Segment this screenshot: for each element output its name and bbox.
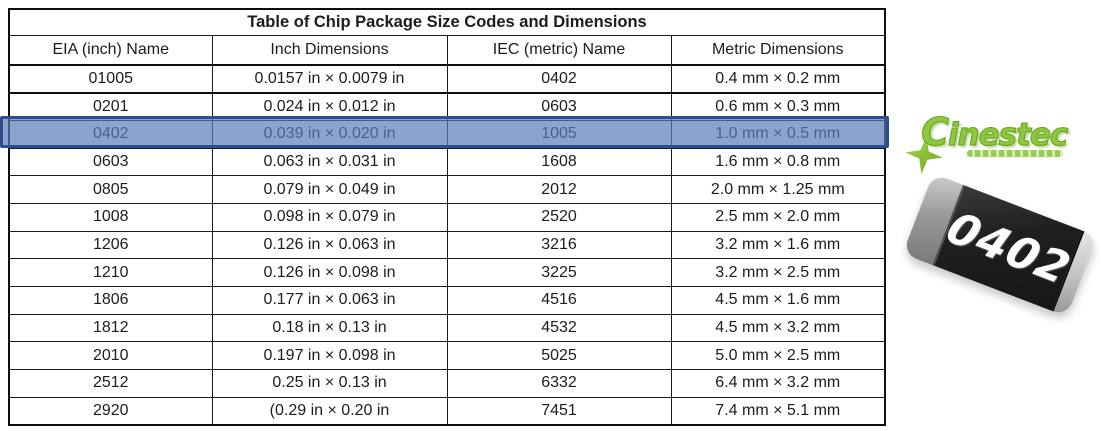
table-cell: 6332 bbox=[446, 369, 672, 398]
table-cell: (0.29 in × 0.20 in bbox=[211, 396, 448, 426]
table-title: Table of Chip Package Size Codes and Dim… bbox=[8, 8, 886, 36]
table-cell: 5.0 mm × 2.5 mm bbox=[670, 341, 886, 371]
table-cell: 0.25 in × 0.13 in bbox=[211, 369, 448, 398]
table-cell: 1608 bbox=[446, 147, 672, 177]
table-row: 0201 0.024 in × 0.012 in 0603 0.6 mm × 0.3 … bbox=[8, 92, 886, 121]
table-cell: 4532 bbox=[446, 313, 672, 343]
table-row: 0603 0.063 in × 0.031 in 1608 1.6 mm × 0.8 … bbox=[8, 147, 886, 177]
table-cell: 4.5 mm × 3.2 mm bbox=[670, 313, 886, 343]
column-header-eia-name: EIA (inch) Name bbox=[8, 35, 213, 66]
table-cell: 0.126 in × 0.063 in bbox=[211, 230, 448, 260]
table-cell: 0.098 in × 0.079 in bbox=[211, 202, 448, 232]
table-cell: 1806 bbox=[8, 286, 213, 315]
table-cell: 0.4 mm × 0.2 mm bbox=[670, 64, 886, 94]
column-header-iec-name: IEC (metric) Name bbox=[446, 35, 672, 66]
table-cell: 7451 bbox=[446, 396, 672, 426]
table-cell: 5025 bbox=[446, 341, 672, 371]
table-cell: 01005 bbox=[8, 64, 213, 94]
table-cell: 3225 bbox=[446, 258, 672, 287]
table-cell: 2.5 mm × 2.0 mm bbox=[670, 202, 886, 232]
table-cell: 0.6 mm × 0.3 mm bbox=[670, 92, 886, 121]
vendor-logo-tagline bbox=[967, 150, 1063, 157]
table-cell: 1.0 mm × 0.5 mm bbox=[670, 119, 886, 149]
table-row: 1812 0.18 in × 0.13 in 4532 4.5 mm × 3.2 mm bbox=[8, 313, 886, 343]
table-header-row: EIA (inch) Name Inch Dimensions IEC (met… bbox=[8, 35, 886, 66]
table-cell: 2010 bbox=[8, 341, 213, 371]
table-cell: 6.4 mm × 3.2 mm bbox=[670, 369, 886, 398]
table-cell: 2512 bbox=[8, 369, 213, 398]
table-cell: 0402 bbox=[446, 64, 672, 94]
table-cell: 0603 bbox=[446, 92, 672, 121]
table-cell: 2012 bbox=[446, 175, 672, 204]
table-cell: 0.079 in × 0.049 in bbox=[211, 175, 448, 204]
table-cell: 2920 bbox=[8, 396, 213, 426]
table-cell: 4516 bbox=[446, 286, 672, 315]
chip-component-photo: 0402 bbox=[902, 173, 1098, 317]
table-row: 0805 0.079 in × 0.049 in 2012 2.0 mm × 1.25… bbox=[8, 175, 886, 204]
table-cell: 1812 bbox=[8, 313, 213, 343]
table-row: 1210 0.126 in × 0.098 in 3225 3.2 mm × 2.5 … bbox=[8, 258, 886, 287]
table-cell: 0201 bbox=[8, 92, 213, 121]
table-cell: 1008 bbox=[8, 202, 213, 232]
table-cell: 0603 bbox=[8, 147, 213, 177]
table-cell: 7.4 mm × 5.1 mm bbox=[670, 396, 886, 426]
table-cell: 0402 bbox=[8, 119, 213, 149]
table-row: 1806 0.177 in × 0.063 in 4516 4.5 mm × 1.6 … bbox=[8, 286, 886, 315]
table-cell: 0.126 in × 0.098 in bbox=[211, 258, 448, 287]
table-cell: 3.2 mm × 2.5 mm bbox=[670, 258, 886, 287]
table-cell: 0.039 in × 0.020 in bbox=[211, 119, 448, 149]
table-cell: 1005 bbox=[446, 119, 672, 149]
table-cell: 3216 bbox=[446, 230, 672, 260]
table-cell: 4.5 mm × 1.6 mm bbox=[670, 286, 886, 315]
table-cell: 1210 bbox=[8, 258, 213, 287]
table-cell: 0.0157 in × 0.0079 in bbox=[211, 64, 448, 94]
table-row: 2010 0.197 in × 0.098 in 5025 5.0 mm × 2.5 … bbox=[8, 341, 886, 371]
column-header-inch-dimensions: Inch Dimensions bbox=[211, 35, 448, 66]
chip-size-label: 0402 bbox=[938, 202, 1079, 295]
table-row: 2512 0.25 in × 0.13 in 6332 6.4 mm × 3.2 mm bbox=[8, 369, 886, 398]
table-row: 0402 0.039 in × 0.020 in 1005 1.0 mm × 0.5 … bbox=[8, 119, 886, 149]
table-row: 2920 (0.29 in × 0.20 in 7451 7.4 mm × 5.1 m… bbox=[8, 396, 886, 426]
table-cell: 1206 bbox=[8, 230, 213, 260]
vendor-logo-text: Cinestec bbox=[920, 110, 1068, 155]
table-cell: 2520 bbox=[446, 202, 672, 232]
table-body: 01005 0.0157 in × 0.0079 in 0402 0.4 mm × 0… bbox=[8, 64, 886, 426]
vendor-logo: Cinestec bbox=[903, 106, 1088, 174]
table-cell: 0.18 in × 0.13 in bbox=[211, 313, 448, 343]
table-cell: 3.2 mm × 1.6 mm bbox=[670, 230, 886, 260]
table-row: 1206 0.126 in × 0.063 in 3216 3.2 mm × 1.6 … bbox=[8, 230, 886, 260]
table-cell: 2.0 mm × 1.25 mm bbox=[670, 175, 886, 204]
table-cell: 0805 bbox=[8, 175, 213, 204]
table-cell: 0.197 in × 0.098 in bbox=[211, 341, 448, 371]
table-row: 01005 0.0157 in × 0.0079 in 0402 0.4 mm × 0… bbox=[8, 64, 886, 94]
size-codes-table: Table of Chip Package Size Codes and Dim… bbox=[8, 8, 887, 426]
table-cell: 0.024 in × 0.012 in bbox=[211, 92, 448, 121]
table-cell: 0.063 in × 0.031 in bbox=[211, 147, 448, 177]
table-title-row: Table of Chip Package Size Codes and Dim… bbox=[8, 8, 886, 36]
table-row: 1008 0.098 in × 0.079 in 2520 2.5 mm × 2.0 … bbox=[8, 202, 886, 232]
chip-package-size-table: Table of Chip Package Size Codes and Dim… bbox=[8, 8, 887, 426]
column-header-metric-dimensions: Metric Dimensions bbox=[670, 35, 886, 66]
table-cell: 0.177 in × 0.063 in bbox=[211, 286, 448, 315]
table-cell: 1.6 mm × 0.8 mm bbox=[670, 147, 886, 177]
